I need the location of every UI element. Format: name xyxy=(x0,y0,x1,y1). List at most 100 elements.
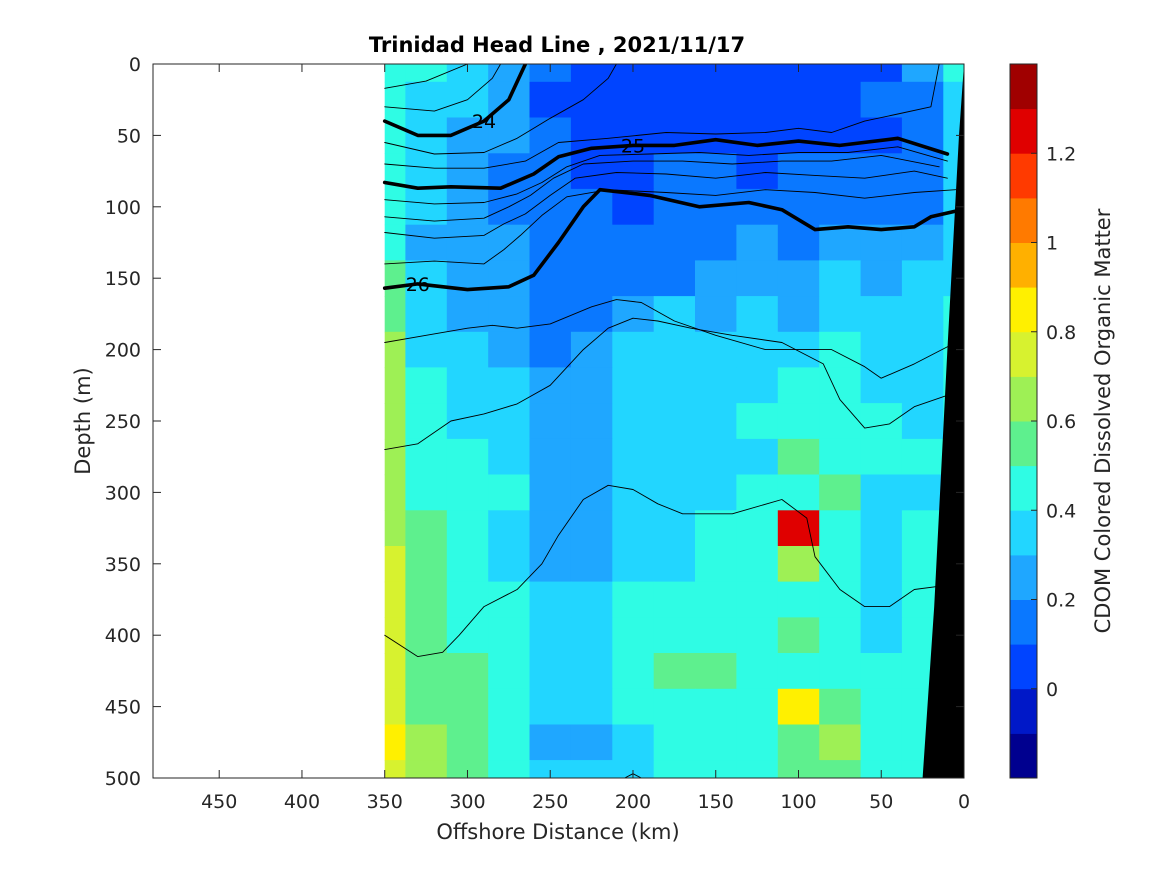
x-tick-label: 50 xyxy=(869,791,893,813)
heatmap-cell xyxy=(612,474,655,511)
heatmap-cell xyxy=(819,81,862,119)
heatmap-cell xyxy=(860,117,903,154)
heatmap-cell xyxy=(860,296,903,333)
heatmap-cell xyxy=(405,188,448,226)
colorbar-label: CDOM Colored Dissolved Organic Matter xyxy=(1091,208,1115,633)
y-tick-label: 500 xyxy=(105,768,141,790)
heatmap-cell xyxy=(529,653,572,690)
density-contour xyxy=(384,64,502,112)
heatmap-cell xyxy=(695,367,737,404)
y-axis: 0 50 100 150 200 250 300 350 400 450 500 xyxy=(105,54,964,790)
heatmap-cell xyxy=(384,403,406,440)
heatmap-cell xyxy=(653,331,696,369)
heatmap-cell xyxy=(819,188,862,226)
x-tick-label: 150 xyxy=(698,791,734,813)
colorbar: 0 0.2 0.4 0.6 0.8 1 1.2 xyxy=(1009,63,1076,779)
heatmap-cell xyxy=(860,64,903,83)
density-contour xyxy=(384,64,468,89)
heatmap-cell xyxy=(384,474,406,511)
heatmap-cell xyxy=(777,224,820,261)
heatmap-cell xyxy=(653,438,696,476)
heatmap-cell xyxy=(695,581,737,618)
heatmap-cell xyxy=(653,546,696,583)
heatmap-cell xyxy=(488,403,531,440)
heatmap-cell xyxy=(529,546,572,583)
heatmap-cell xyxy=(488,331,531,369)
heatmap-cell xyxy=(736,617,779,654)
contour-label: 26 xyxy=(406,274,430,296)
heatmap-cell xyxy=(405,64,448,83)
heatmap-cell xyxy=(529,188,572,226)
heatmap-cell xyxy=(901,331,944,369)
colorbar-swatch xyxy=(1010,733,1037,778)
heatmap-cell xyxy=(529,260,572,297)
heatmap-cell xyxy=(570,403,613,440)
heatmap-cell xyxy=(901,81,944,119)
heatmap-cell xyxy=(529,724,572,761)
heatmap-cell xyxy=(529,617,572,654)
colorbar-swatch xyxy=(1010,644,1037,690)
heatmap-cell xyxy=(446,438,489,476)
x-tick-label: 400 xyxy=(284,791,320,813)
heatmap-cell xyxy=(612,760,655,778)
heatmap-cell xyxy=(653,688,696,726)
heatmap-cell xyxy=(777,474,820,511)
colorbar-swatch xyxy=(1010,108,1037,154)
heatmap-cell xyxy=(695,724,737,761)
heatmap-cell xyxy=(612,153,655,190)
heatmap-cell xyxy=(612,367,655,404)
colorbar-swatch xyxy=(1010,688,1037,734)
heatmap-cell xyxy=(736,64,779,83)
heatmap-cell xyxy=(612,617,655,654)
heatmap-cell xyxy=(488,546,531,583)
heatmap-cell xyxy=(819,64,862,83)
heatmap-cell xyxy=(695,546,737,583)
colorbar-tick-label: 0.6 xyxy=(1046,411,1076,433)
heatmap-cell xyxy=(384,688,406,726)
heatmap-cell xyxy=(860,546,903,583)
density-contour xyxy=(382,64,528,138)
x-tick-label: 0 xyxy=(958,791,970,813)
heatmap-cell xyxy=(695,224,737,261)
heatmap-cell xyxy=(653,64,696,83)
colorbar-swatch xyxy=(1010,331,1037,377)
heatmap-cell xyxy=(653,403,696,440)
heatmap-cell xyxy=(529,760,572,778)
plot-area: 24 25 26 xyxy=(152,63,965,779)
heatmap-cell xyxy=(695,438,737,476)
heatmap-cell xyxy=(819,688,862,726)
heatmap-cell xyxy=(653,653,696,690)
heatmap-cell xyxy=(384,760,406,778)
heatmap-cell xyxy=(570,546,613,583)
heatmap-cell xyxy=(488,510,531,547)
heatmap-cell xyxy=(736,688,779,726)
heatmap-cell xyxy=(777,296,820,333)
heatmap-cell xyxy=(653,760,696,778)
heatmap-cell xyxy=(901,188,944,226)
heatmap-cell xyxy=(653,81,696,119)
heatmap-cell xyxy=(405,653,448,690)
heatmap-cell xyxy=(695,653,737,690)
heatmap-cell xyxy=(612,331,655,369)
heatmap-cell xyxy=(736,260,779,297)
heatmap-cell xyxy=(943,64,964,83)
heatmap-cell xyxy=(736,510,779,547)
heatmap-cell xyxy=(405,546,448,583)
heatmap-cell xyxy=(777,403,820,440)
heatmap-cell xyxy=(529,296,572,333)
heatmap-cell xyxy=(819,724,862,761)
heatmap-cell xyxy=(653,188,696,226)
heatmap-cell xyxy=(488,724,531,761)
y-tick-label: 450 xyxy=(105,697,141,719)
heatmap-cell xyxy=(384,224,406,261)
heatmap-cell xyxy=(405,331,448,369)
heatmap-cell xyxy=(612,581,655,618)
heatmap-cell xyxy=(860,724,903,761)
heatmap-cell xyxy=(736,653,779,690)
contour-label: 25 xyxy=(621,135,645,157)
heatmap-cell xyxy=(405,760,448,778)
heatmap-cell xyxy=(819,617,862,654)
heatmap-cell xyxy=(901,296,944,333)
heatmap-cell xyxy=(405,438,448,476)
heatmap-cell xyxy=(384,617,406,654)
